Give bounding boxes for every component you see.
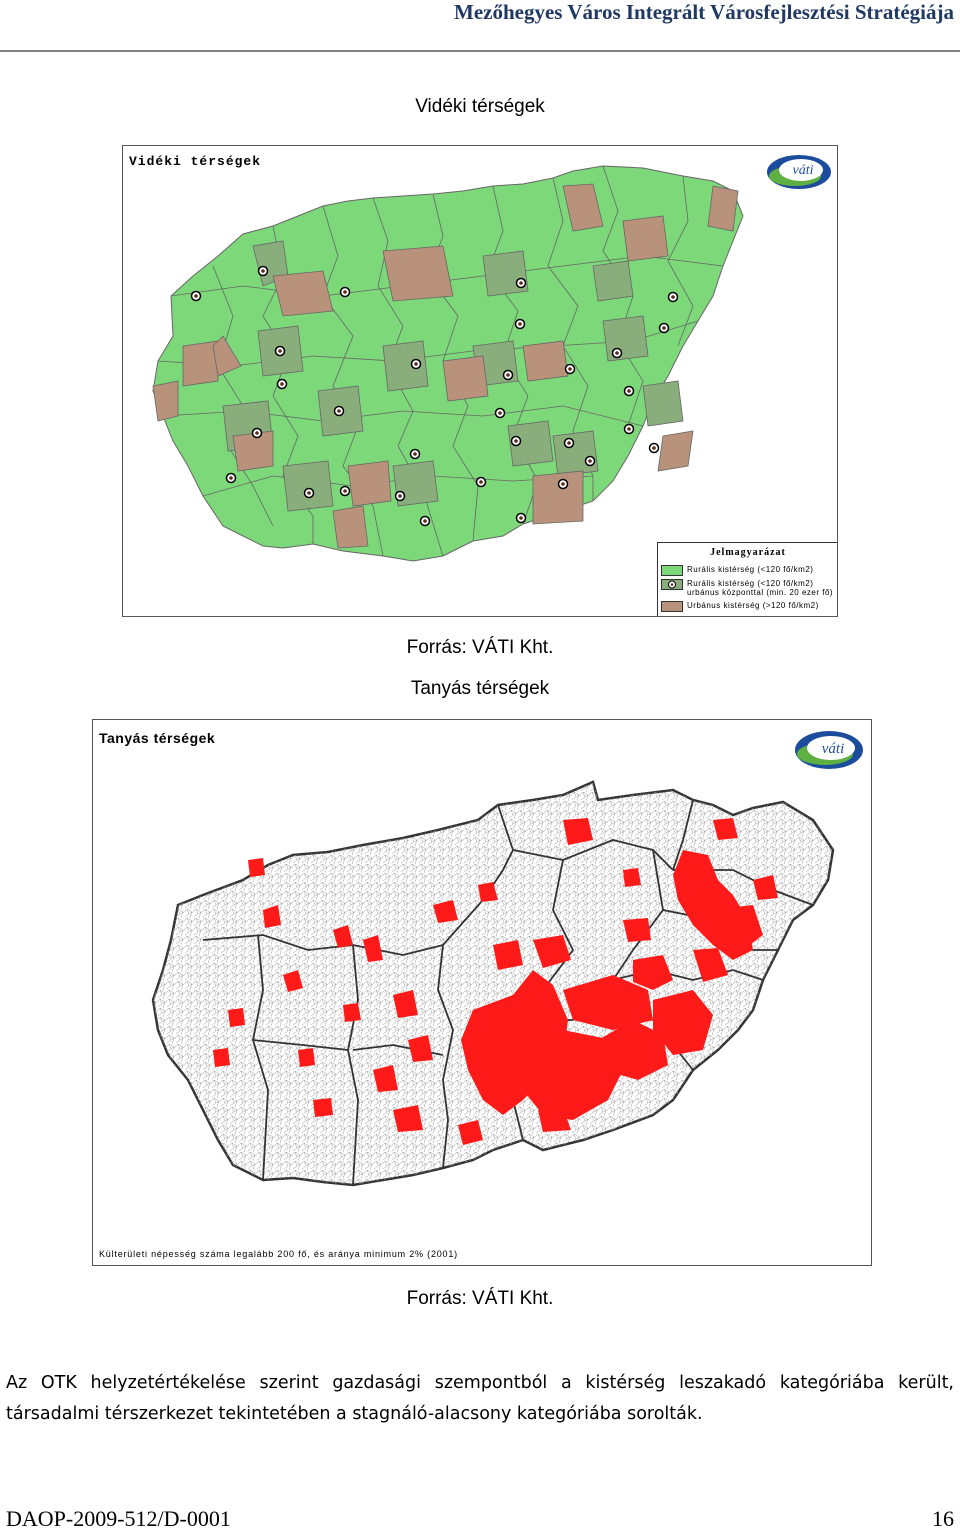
map1-title: Vidéki térségek — [129, 154, 262, 169]
legend-label-urban: Urbánus kistérség (>120 fő/km2) — [687, 601, 819, 610]
figure2-caption: Tanyás térségek — [410, 678, 550, 699]
vati-logo-icon: váti — [767, 155, 831, 189]
legend-swatch-rural-center — [661, 579, 683, 590]
legend-swatch-urban — [661, 601, 683, 612]
vati-logo-icon-2: váti — [795, 731, 863, 769]
logo-text: váti — [793, 163, 814, 178]
legend-item-rural: Rurális kistérség (<120 fő/km2) — [661, 565, 813, 576]
vati-logo: váti — [765, 152, 833, 192]
map2-footnote: Külterületi népesség száma legalább 200 … — [99, 1249, 458, 1259]
figure1-caption: Vidéki térségek — [415, 96, 545, 117]
city-marker-dots — [194, 269, 675, 523]
farm-areas — [213, 818, 778, 1145]
legend-title: Jelmagyarázat — [710, 547, 786, 558]
map-legend: Jelmagyarázat Rurális kistérség (<120 fő… — [657, 542, 837, 616]
hungary-rural-map — [152, 165, 744, 562]
footer-page-number: 16 — [932, 1506, 954, 1531]
document-title: Mezőhegyes Város Integrált Városfejleszt… — [454, 0, 954, 24]
city-marker-icon — [668, 580, 676, 589]
body-paragraph: Az OTK helyzetértékelése szerint gazdasá… — [6, 1373, 954, 1424]
rural-regions-map: Vidéki térségek váti Jelmagyarázat Rurál… — [122, 145, 838, 617]
header-divider — [0, 50, 960, 52]
figure2-source: Forrás: VÁTI Kht. — [406, 1288, 554, 1309]
legend-label-rural-center: Rurális kistérség (<120 fő/km2) — [687, 579, 814, 588]
map2-title: Tanyás térségek — [99, 730, 216, 746]
legend-item-urban: Urbánus kistérség (>120 fő/km2) — [661, 601, 819, 612]
vati-logo-2: váti — [793, 728, 865, 772]
urban-regions — [152, 183, 739, 549]
figure1-source: Forrás: VÁTI Kht. — [406, 637, 554, 658]
legend-label-rural: Rurális kistérség (<120 fő/km2) — [687, 565, 814, 574]
legend-label-rural-center-2: urbánus központtal (min. 20 ezer fő) — [687, 588, 834, 597]
farm-regions-map: Tanyás térségek váti Külterületi népessé… — [92, 719, 872, 1266]
footer-document-id: DAOP-2009-512/D-0001 — [6, 1506, 231, 1531]
logo-text-2: váti — [822, 741, 845, 757]
legend-swatch-rural — [661, 565, 683, 576]
legend-item-rural-center: Rurális kistérség (<120 fő/km2) urbánus … — [661, 579, 833, 597]
hungary-farm-map — [151, 780, 835, 1187]
